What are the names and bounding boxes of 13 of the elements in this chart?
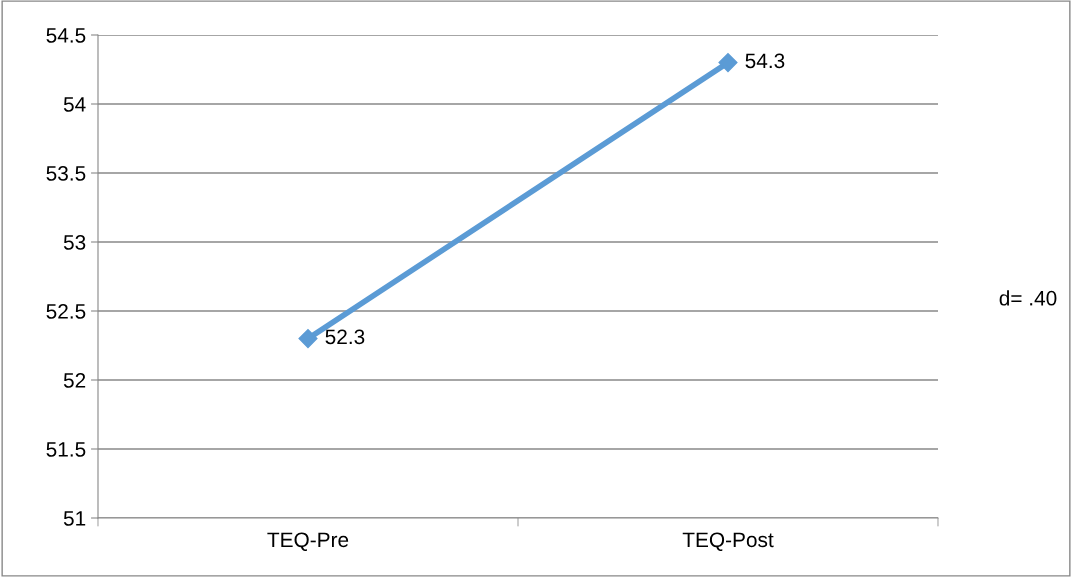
y-tick-label: 51.5	[46, 442, 86, 457]
y-tick-label: 52	[63, 373, 86, 388]
y-tick-label: 54.5	[46, 28, 86, 43]
y-tick-label: 53	[63, 235, 86, 250]
data-label: 52.3	[325, 329, 365, 345]
y-tick-label: 54	[63, 97, 86, 112]
y-tick-label: 53.5	[46, 166, 86, 181]
text: d= .40	[999, 290, 1057, 306]
y-tick-label: 51	[63, 511, 86, 526]
data-label: 54.3	[745, 53, 785, 69]
y-tick-label: 52.5	[46, 304, 86, 319]
x-tick-label: TEQ-Post	[682, 532, 774, 551]
x-tick-label: TEQ-Pre	[267, 532, 349, 551]
